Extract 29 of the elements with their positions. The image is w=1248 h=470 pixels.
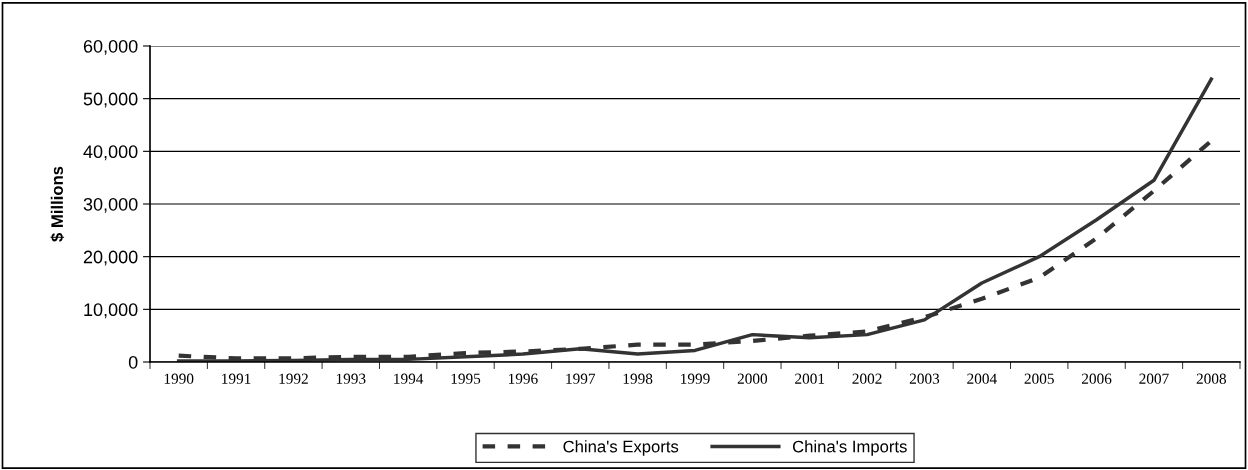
y-tick-label: 20,000 — [83, 250, 138, 266]
y-axis-title: $ Millions — [50, 166, 65, 242]
x-tick-label: 1992 — [279, 373, 308, 384]
y-tick-label: 60,000 — [83, 39, 138, 55]
x-tick-label: 2002 — [852, 373, 882, 384]
x-tick-label: 1991 — [222, 373, 251, 384]
x-tick-label: 1999 — [681, 373, 710, 384]
x-tick-label: 2001 — [795, 373, 825, 384]
x-tick-label: 2003 — [909, 373, 940, 384]
y-tick-label: 0 — [128, 355, 138, 369]
x-tick-label: 2005 — [1024, 373, 1054, 384]
x-tick-label: 2006 — [1081, 373, 1112, 384]
x-tick-label: 1995 — [451, 373, 481, 384]
legend-label: China's Imports — [792, 440, 907, 456]
y-tick-label: 50,000 — [83, 92, 138, 108]
x-tick-label: 2007 — [1139, 373, 1169, 384]
x-tick-label: 1996 — [508, 373, 538, 384]
y-tick-label: 40,000 — [83, 145, 138, 161]
legend-label: China's Exports — [563, 440, 679, 456]
x-tick-label: 1997 — [566, 373, 596, 384]
x-tick-label: 1994 — [394, 373, 424, 384]
x-tick-label: 1993 — [336, 373, 366, 384]
x-tick-label: 2004 — [967, 373, 997, 384]
y-tick-label: 10,000 — [84, 303, 138, 319]
x-tick-label: 1998 — [623, 373, 653, 384]
y-tick-label: 30,000 — [83, 197, 138, 213]
x-tick-label: 2000 — [737, 373, 768, 384]
x-tick-label: 2008 — [1196, 373, 1227, 384]
x-tick-label: 1990 — [164, 373, 194, 384]
